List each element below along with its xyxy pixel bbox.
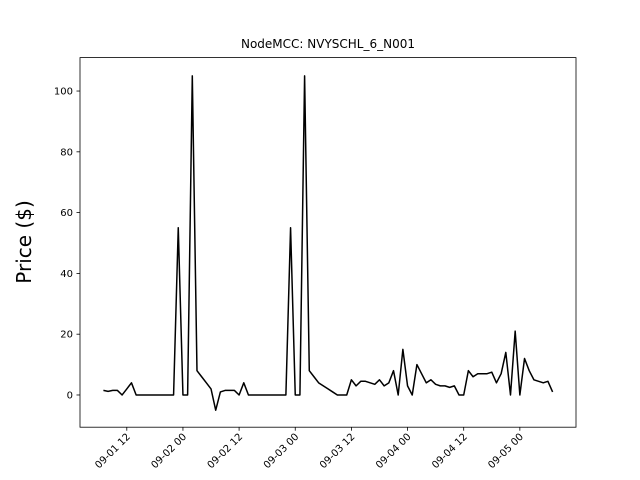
price-line <box>103 75 554 411</box>
y-tick-label: 80 <box>60 147 73 158</box>
axes-frame <box>79 57 577 428</box>
chart-title: NodeMCC: NVYSCHL_6_N001 <box>241 37 415 51</box>
y-axis-label: Price ($) <box>12 200 36 283</box>
y-tick-label: 0 <box>67 390 73 401</box>
x-tick-label: 09-05 00 <box>486 432 526 472</box>
y-tick-label: 60 <box>60 208 73 219</box>
x-tick-label: 09-04 00 <box>374 432 414 472</box>
x-tick-label: 09-03 00 <box>262 432 302 472</box>
x-tick-label: 09-02 12 <box>206 432 246 472</box>
x-tick-label: 09-02 00 <box>149 432 189 472</box>
x-tick-label: 09-01 12 <box>93 432 133 472</box>
y-tick-label: 20 <box>60 330 73 341</box>
y-tick-label: 100 <box>54 87 73 98</box>
x-tick-label: 09-03 12 <box>318 432 358 472</box>
x-tick-label: 09-04 12 <box>430 432 470 472</box>
y-tick-label: 40 <box>60 269 73 280</box>
